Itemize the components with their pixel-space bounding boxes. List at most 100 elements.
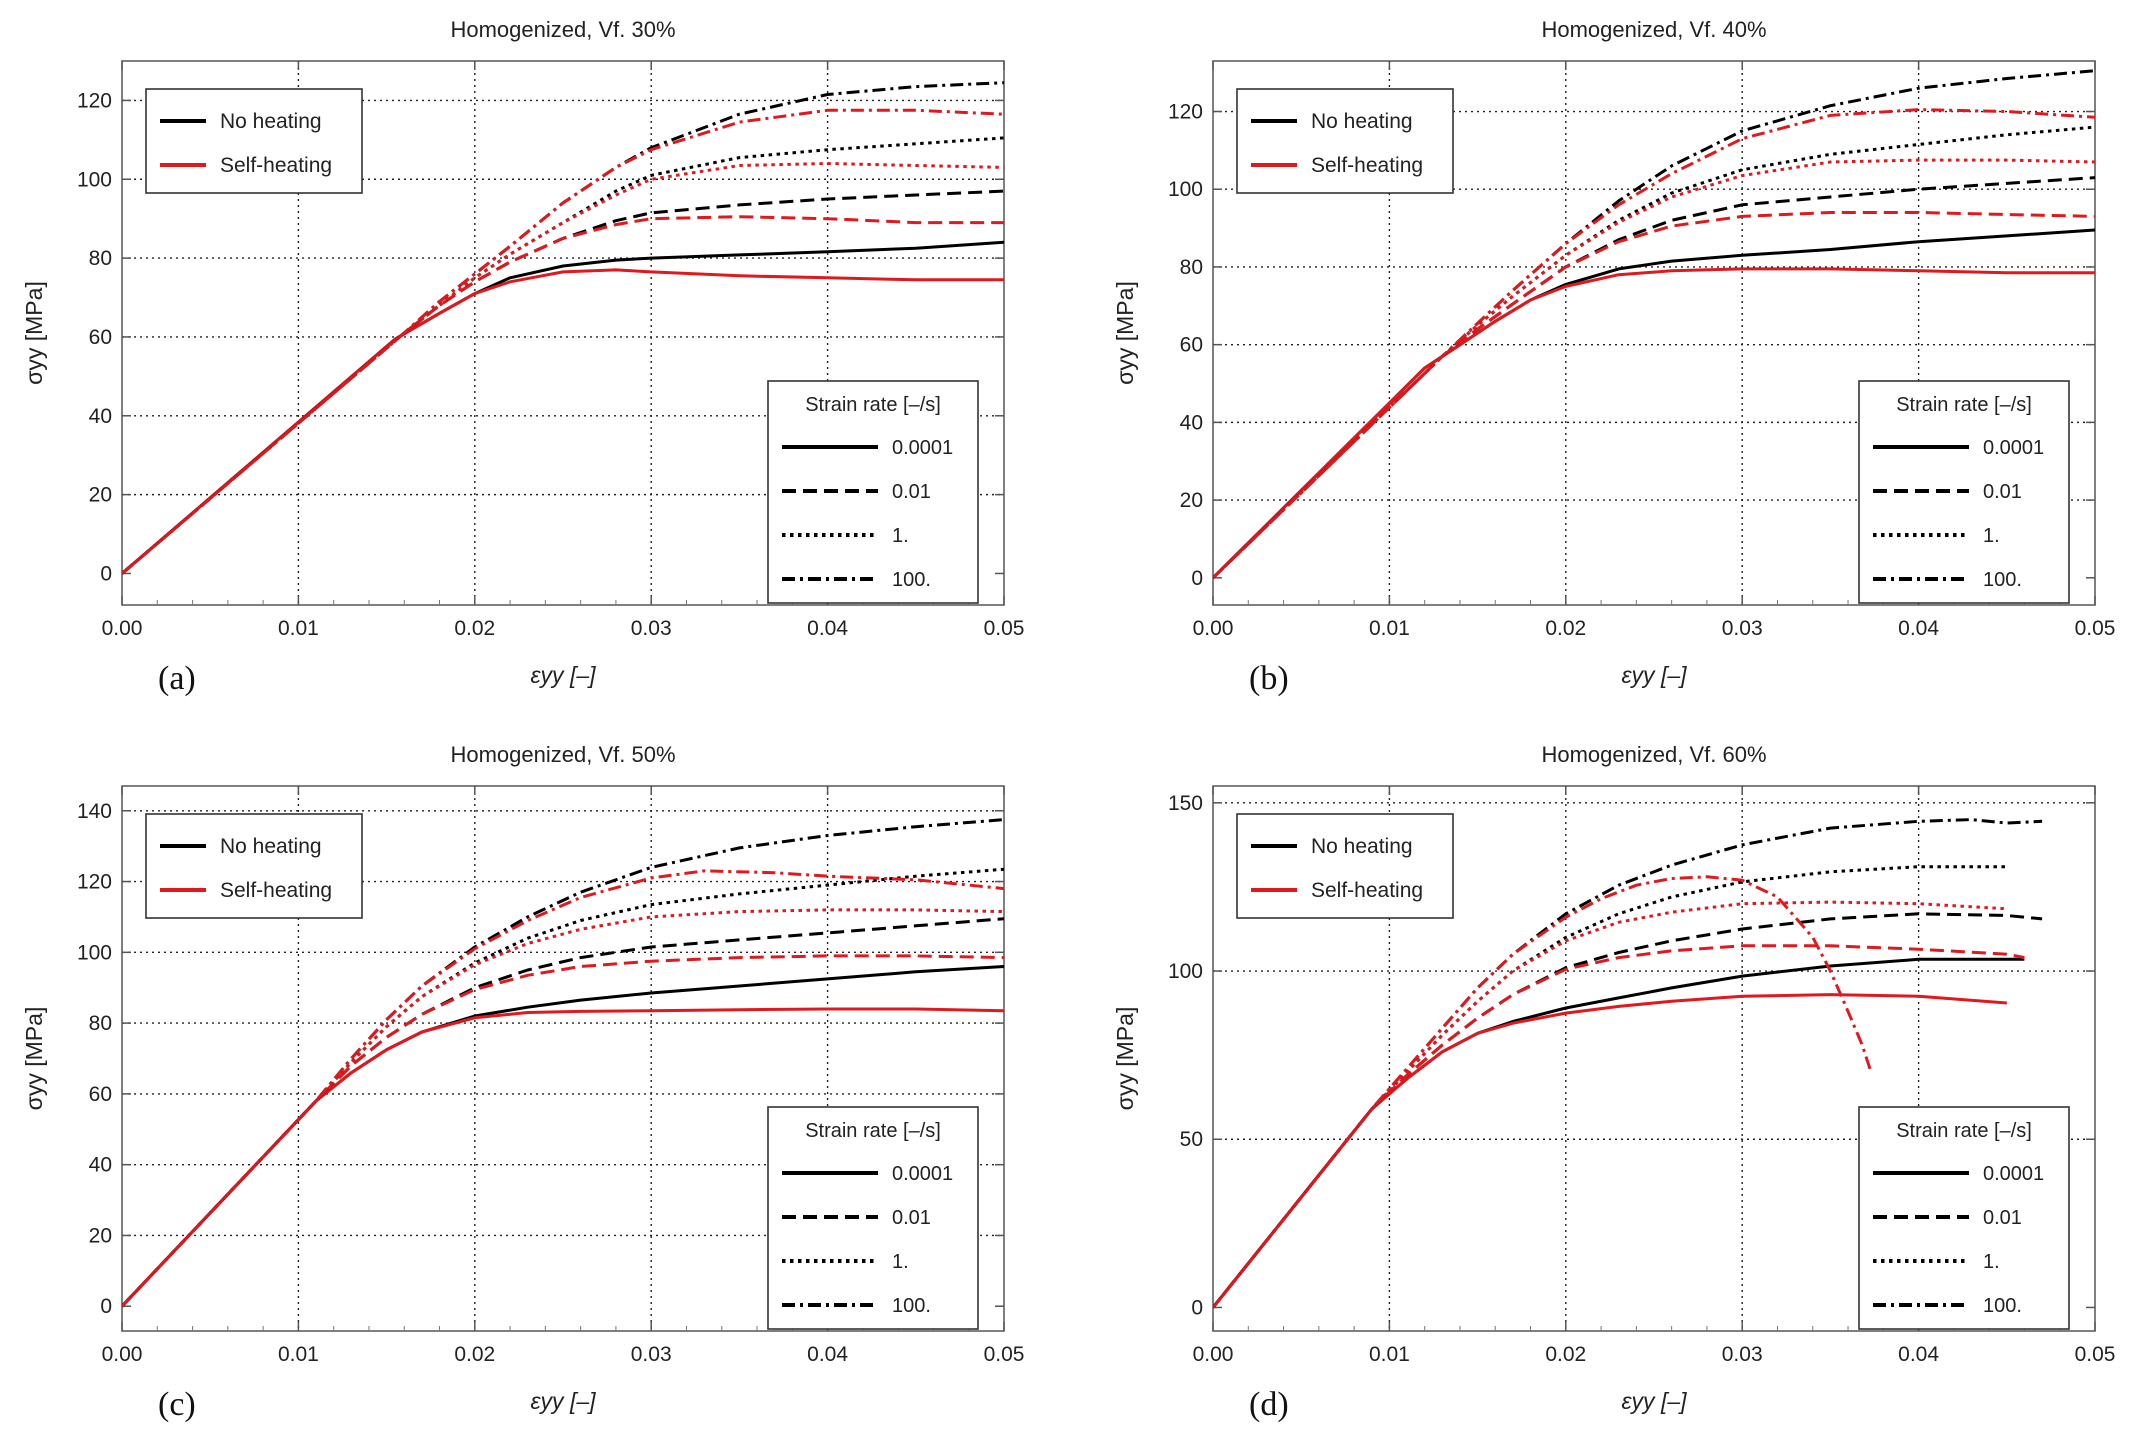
y-tick-label: 20 <box>89 1224 112 1247</box>
legend-box <box>145 88 363 194</box>
x-tick-label: 0.05 <box>2075 1343 2116 1366</box>
x-tick-label: 0.01 <box>278 1343 319 1366</box>
series-line <box>122 108 1004 575</box>
x-tick-label: 0.02 <box>1545 1343 1586 1366</box>
panel-label: (a) <box>158 660 196 697</box>
y-axis-label: σyy [MPa] <box>1112 1007 1138 1111</box>
legend-label: 1. <box>1983 525 2000 547</box>
legend-condition: No heating Self-heating <box>1236 813 1454 919</box>
legend-label: No heating <box>1311 110 1413 133</box>
series-line <box>122 917 1004 1308</box>
x-tick-label: 0.05 <box>2075 617 2116 640</box>
legend-strain-rate: Strain rate [–/s] 0.0001 0.01 1. 100. <box>767 1106 979 1330</box>
series-line <box>1213 267 2095 579</box>
plot-frame <box>1212 785 2096 1332</box>
legend-label: Self-heating <box>220 154 332 177</box>
legend-label: 0.0001 <box>1983 437 2044 459</box>
y-tick-label: 40 <box>1180 411 1203 434</box>
legend-label: 100. <box>1983 1295 2022 1317</box>
x-tick-label: 0.01 <box>278 617 319 640</box>
legend-label: Self-heating <box>1311 154 1423 177</box>
x-tick-label: 0.04 <box>1898 1343 1939 1366</box>
legend-label: 0.0001 <box>892 437 953 459</box>
x-tick-label: 0.00 <box>1193 617 1234 640</box>
legend-strain-rate: Strain rate [–/s] 0.0001 0.01 1. 100. <box>767 380 979 604</box>
series-line <box>1213 158 2095 579</box>
legend-label: No heating <box>1311 835 1413 858</box>
y-tick-label: 120 <box>1168 101 1203 124</box>
panel-label: (d) <box>1249 1386 1289 1423</box>
legend-label: 0.01 <box>1983 1207 2022 1229</box>
x-tick-label: 0.04 <box>1898 617 1939 640</box>
y-tick-label: 40 <box>89 1154 112 1177</box>
y-tick-label: 100 <box>77 941 112 964</box>
x-axis-label: εyy [–] <box>530 662 596 688</box>
series-line <box>1213 818 2043 1309</box>
series-line <box>1213 993 2007 1309</box>
panel-label: (b) <box>1249 660 1289 697</box>
y-tick-label: 20 <box>89 484 112 507</box>
y-tick-label: 120 <box>77 89 112 112</box>
legend-strain-rate: Strain rate [–/s] 0.0001 0.01 1. 100. <box>1858 1106 2070 1330</box>
y-axis-label: σyy [MPa] <box>1112 281 1138 385</box>
series-line <box>1213 69 2095 579</box>
y-tick-label: 80 <box>89 247 112 270</box>
x-tick-label: 0.00 <box>1193 1343 1234 1366</box>
legend-condition: No heating Self-heating <box>145 88 363 194</box>
legend-strain-rate: Strain rate [–/s] 0.0001 0.01 1. 100. <box>1858 380 2070 604</box>
y-tick-label: 60 <box>89 326 112 349</box>
legend-label: 1. <box>1983 1251 2000 1273</box>
legend-label: 100. <box>892 569 931 591</box>
y-tick-label: 120 <box>77 871 112 894</box>
x-tick-label: 0.02 <box>454 617 495 640</box>
y-tick-label: 50 <box>1180 1128 1203 1151</box>
legend-label: 1. <box>892 1251 909 1273</box>
legend-condition: No heating Self-heating <box>1236 88 1454 194</box>
legend-label: 1. <box>892 525 909 547</box>
x-tick-label: 0.01 <box>1369 617 1410 640</box>
x-tick-label: 0.03 <box>1722 1343 1763 1366</box>
legend-box <box>145 813 363 919</box>
chart-panel-b: 0.00 0.01 0.02 0.03 0.04 0.05 0 20 40 60 80 100 120 H… <box>1112 17 2115 697</box>
legend-label: No heating <box>220 110 322 133</box>
legend-label: 0.0001 <box>892 1163 953 1185</box>
x-tick-label: 0.04 <box>807 617 848 640</box>
legend-title: Strain rate [–/s] <box>805 1120 941 1142</box>
legend-label: 100. <box>1983 569 2022 591</box>
series-line <box>1213 900 2007 1309</box>
series-line <box>1213 108 2095 579</box>
legend-title: Strain rate [–/s] <box>1896 1120 2032 1142</box>
x-tick-label: 0.00 <box>102 1343 143 1366</box>
legend-label: 0.01 <box>1983 481 2022 503</box>
y-tick-label: 80 <box>89 1012 112 1035</box>
y-tick-label: 40 <box>89 405 112 428</box>
series-line <box>122 867 1004 1308</box>
plot-frame <box>121 60 1005 606</box>
chart-panel-d: 0.00 0.01 0.02 0.03 0.04 0.05 0 50 100 150 Homogen… <box>1112 742 2115 1423</box>
x-axis-label: εyy [–] <box>1621 662 1687 688</box>
series-group <box>1213 818 2043 1309</box>
chart-title: Homogenized, Vf. 60% <box>1541 742 1766 767</box>
y-tick-label: 60 <box>89 1083 112 1106</box>
series-line <box>122 818 1004 1308</box>
series-line <box>1213 176 2095 579</box>
chart-title: Homogenized, Vf. 40% <box>1541 17 1766 42</box>
panel-label: (c) <box>158 1386 196 1423</box>
series-line <box>122 268 1004 575</box>
x-tick-label: 0.03 <box>631 1343 672 1366</box>
series-group <box>122 818 1004 1308</box>
series-group <box>122 81 1004 575</box>
x-axis-label: εyy [–] <box>530 1388 596 1414</box>
legend-label: Self-heating <box>220 879 332 902</box>
chart-panel-c: 0.00 0.01 0.02 0.03 0.04 0.05 0 20 40 60 80 100 120 1… <box>21 742 1024 1423</box>
x-tick-label: 0.03 <box>631 617 672 640</box>
y-tick-label: 0 <box>1191 567 1203 590</box>
x-tick-label: 0.02 <box>454 1343 495 1366</box>
series-line <box>122 869 1004 1308</box>
y-tick-label: 20 <box>1180 489 1203 512</box>
y-tick-label: 0 <box>100 562 112 585</box>
series-line <box>122 1007 1004 1308</box>
x-tick-label: 0.01 <box>1369 1343 1410 1366</box>
plot-frame <box>1212 60 2096 606</box>
